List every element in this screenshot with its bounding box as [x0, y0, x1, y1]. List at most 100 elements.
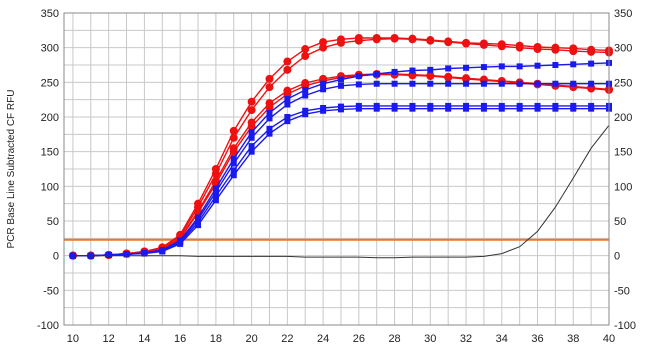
- data-point: [337, 82, 344, 89]
- data-point: [319, 43, 328, 52]
- data-point: [445, 65, 452, 72]
- data-point: [409, 105, 416, 112]
- y-tick-label-left: 300: [41, 43, 59, 55]
- data-point: [337, 76, 344, 83]
- data-point: [266, 125, 273, 132]
- data-point: [427, 80, 434, 87]
- gridlines: [64, 12, 610, 326]
- data-point: [247, 106, 256, 115]
- data-point: [588, 60, 595, 67]
- data-point: [516, 80, 523, 87]
- y-tick-label-left: 250: [41, 77, 59, 89]
- data-point: [266, 130, 273, 137]
- data-point: [480, 64, 487, 71]
- data-point: [302, 107, 309, 114]
- data-point: [266, 115, 273, 122]
- x-tick-label: 26: [353, 333, 365, 345]
- data-point: [533, 45, 542, 54]
- series-line: [72, 124, 610, 259]
- data-point: [212, 185, 219, 192]
- data-point: [283, 65, 292, 74]
- data-point: [230, 167, 237, 174]
- data-point: [373, 105, 380, 112]
- data-point: [141, 250, 148, 257]
- data-point: [426, 72, 435, 81]
- data-point: [337, 106, 344, 113]
- data-point: [247, 97, 256, 106]
- data-point: [409, 80, 416, 87]
- data-point: [302, 86, 309, 93]
- data-point: [497, 42, 506, 51]
- data-point: [230, 172, 237, 179]
- x-tick-label: 30: [424, 333, 436, 345]
- data-point: [463, 64, 470, 71]
- data-point: [463, 80, 470, 87]
- data-point: [248, 134, 255, 141]
- data-point: [587, 47, 596, 56]
- data-point: [355, 81, 362, 88]
- y-tick-label-right: 350: [614, 8, 632, 20]
- data-point: [462, 39, 471, 48]
- x-tick-label: 14: [138, 333, 150, 345]
- data-point: [266, 109, 273, 116]
- data-point: [283, 57, 292, 66]
- series-9: [72, 124, 610, 259]
- data-point: [479, 40, 488, 49]
- data-point: [444, 73, 453, 82]
- x-tick-label: 22: [281, 333, 293, 345]
- data-point: [212, 197, 219, 204]
- data-point: [409, 67, 416, 74]
- data-point: [301, 45, 310, 54]
- x-tick-label: 28: [388, 333, 400, 345]
- data-point: [444, 38, 453, 47]
- y-axis-title: PCR Base Line Subtracted CF RFU: [6, 90, 17, 249]
- y-tick-label-left: 50: [47, 216, 59, 228]
- data-point: [320, 107, 327, 114]
- x-tick-label: 10: [67, 333, 79, 345]
- y-tick-label-right: 0: [614, 251, 620, 263]
- y-tick-label-right: 200: [614, 112, 632, 124]
- y-tick-label-right: 100: [614, 181, 632, 193]
- data-point: [284, 101, 291, 108]
- x-tick-label: 34: [496, 333, 508, 345]
- y-tick-label-right: 250: [614, 77, 632, 89]
- data-point: [320, 86, 327, 93]
- y-tick-label-left: 200: [41, 112, 59, 124]
- plot-frame: [63, 12, 610, 326]
- data-point: [426, 36, 435, 45]
- data-point: [427, 66, 434, 73]
- data-point: [229, 147, 238, 156]
- data-point: [534, 105, 541, 112]
- x-tick-label: 16: [174, 333, 186, 345]
- data-point: [248, 143, 255, 150]
- data-point: [123, 251, 130, 258]
- y-tick-label-left: 100: [41, 181, 59, 193]
- data-point: [284, 95, 291, 102]
- data-point: [480, 105, 487, 112]
- data-point: [552, 80, 559, 87]
- y-tick-label-left: 0: [53, 251, 59, 263]
- data-point: [498, 105, 505, 112]
- data-point: [248, 148, 255, 155]
- y-tick-label-right: 150: [614, 147, 632, 159]
- series-group: [68, 33, 613, 260]
- data-point: [302, 92, 309, 99]
- data-point: [391, 80, 398, 87]
- data-point: [516, 105, 523, 112]
- data-point: [355, 105, 362, 112]
- y-tick-label-left: -100: [37, 320, 59, 332]
- y-tick-label-left: 350: [41, 8, 59, 20]
- data-point: [373, 71, 380, 78]
- x-tick-label: 36: [531, 333, 543, 345]
- data-point: [354, 36, 363, 45]
- data-point: [302, 111, 309, 118]
- data-point: [159, 248, 166, 255]
- data-point: [229, 126, 238, 135]
- data-point: [515, 43, 524, 52]
- y-tick-label-right: -100: [614, 320, 636, 332]
- y-tick-label-left: 150: [41, 147, 59, 159]
- data-point: [177, 240, 184, 247]
- data-point: [229, 133, 238, 142]
